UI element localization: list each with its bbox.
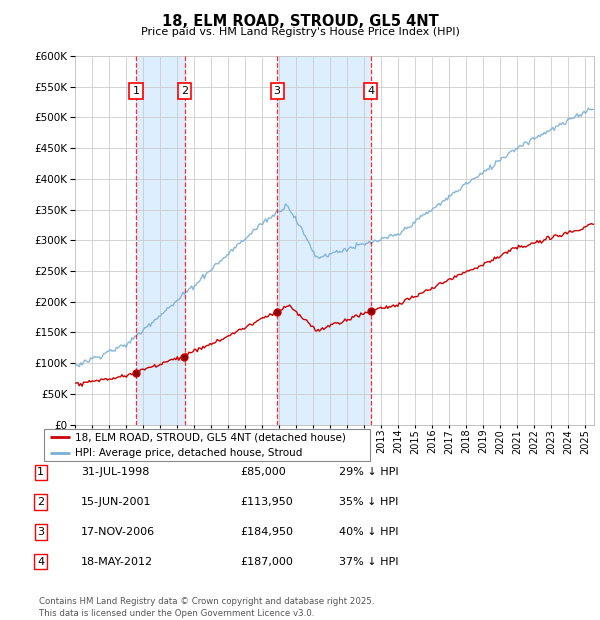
- Text: Price paid vs. HM Land Registry's House Price Index (HPI): Price paid vs. HM Land Registry's House …: [140, 27, 460, 37]
- Text: Contains HM Land Registry data © Crown copyright and database right 2025.
This d: Contains HM Land Registry data © Crown c…: [39, 597, 374, 618]
- Bar: [277, 56, 371, 425]
- Text: 18, ELM ROAD, STROUD, GL5 4NT: 18, ELM ROAD, STROUD, GL5 4NT: [161, 14, 439, 29]
- Text: £113,950: £113,950: [240, 497, 293, 507]
- Text: 1: 1: [133, 86, 139, 96]
- Text: 18, ELM ROAD, STROUD, GL5 4NT (detached house): 18, ELM ROAD, STROUD, GL5 4NT (detached …: [75, 432, 346, 442]
- Text: 35% ↓ HPI: 35% ↓ HPI: [339, 497, 398, 507]
- Text: 18-MAY-2012: 18-MAY-2012: [81, 557, 153, 567]
- Text: 40% ↓ HPI: 40% ↓ HPI: [339, 527, 398, 537]
- Text: £187,000: £187,000: [240, 557, 293, 567]
- Bar: [136, 56, 185, 425]
- Text: £85,000: £85,000: [240, 467, 286, 477]
- FancyBboxPatch shape: [44, 429, 370, 461]
- Text: 2: 2: [181, 86, 188, 96]
- Text: 37% ↓ HPI: 37% ↓ HPI: [339, 557, 398, 567]
- Text: 29% ↓ HPI: 29% ↓ HPI: [339, 467, 398, 477]
- Text: 17-NOV-2006: 17-NOV-2006: [81, 527, 155, 537]
- Text: 4: 4: [37, 557, 44, 567]
- Text: 31-JUL-1998: 31-JUL-1998: [81, 467, 149, 477]
- Text: 1: 1: [37, 467, 44, 477]
- Text: HPI: Average price, detached house, Stroud: HPI: Average price, detached house, Stro…: [75, 448, 302, 458]
- Text: £184,950: £184,950: [240, 527, 293, 537]
- Text: 3: 3: [37, 527, 44, 537]
- Text: 4: 4: [367, 86, 374, 96]
- Text: 2: 2: [37, 497, 44, 507]
- Text: 3: 3: [274, 86, 281, 96]
- Text: 15-JUN-2001: 15-JUN-2001: [81, 497, 151, 507]
